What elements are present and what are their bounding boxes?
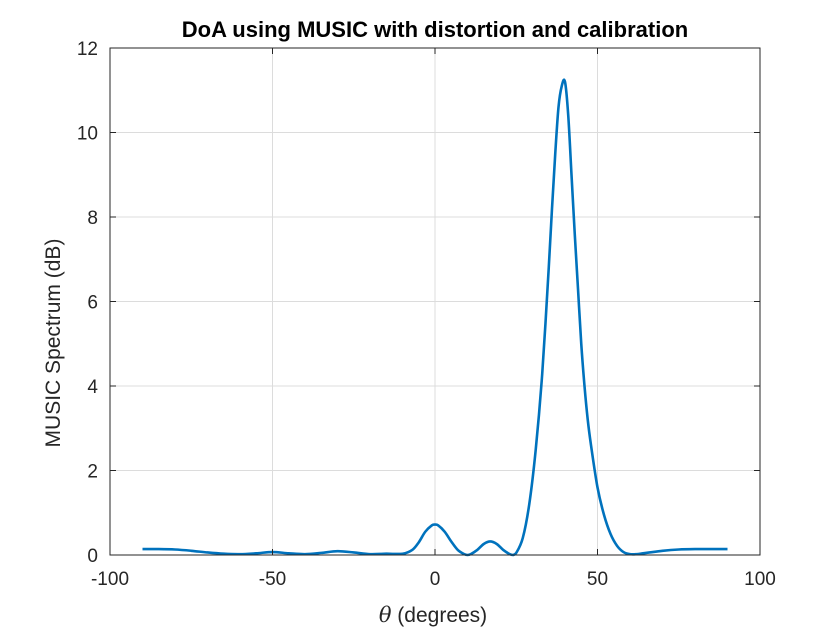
x-tick-label: 0 [430, 569, 441, 590]
y-tick-label: 10 [77, 124, 98, 145]
y-axis-label: MUSIC Spectrum (dB) [42, 239, 65, 448]
x-axis-symbol: θ [379, 603, 392, 627]
x-tick-label: -50 [259, 569, 286, 590]
x-tick-label: 50 [587, 569, 608, 590]
series-layer [142, 78, 728, 557]
x-tick-label: -100 [91, 569, 129, 590]
chart-title: DoA using MUSIC with distortion and cali… [182, 17, 688, 42]
y-tick-label: 8 [87, 208, 98, 229]
grid [110, 48, 760, 555]
y-tick-label: 12 [77, 39, 98, 60]
x-axis-label: θ (degrees) [379, 603, 487, 627]
spectrum-line [142, 78, 728, 557]
y-tick-label: 6 [87, 293, 98, 314]
y-tick-label: 0 [87, 546, 98, 567]
y-tick-label: 2 [87, 462, 98, 483]
x-tick-label: 100 [744, 569, 776, 590]
y-tick-label: 4 [87, 377, 98, 398]
ticks: -100 -50 0 50 100 0 2 4 6 8 10 12 [77, 39, 776, 590]
x-axis-unit: (degrees) [391, 604, 487, 627]
